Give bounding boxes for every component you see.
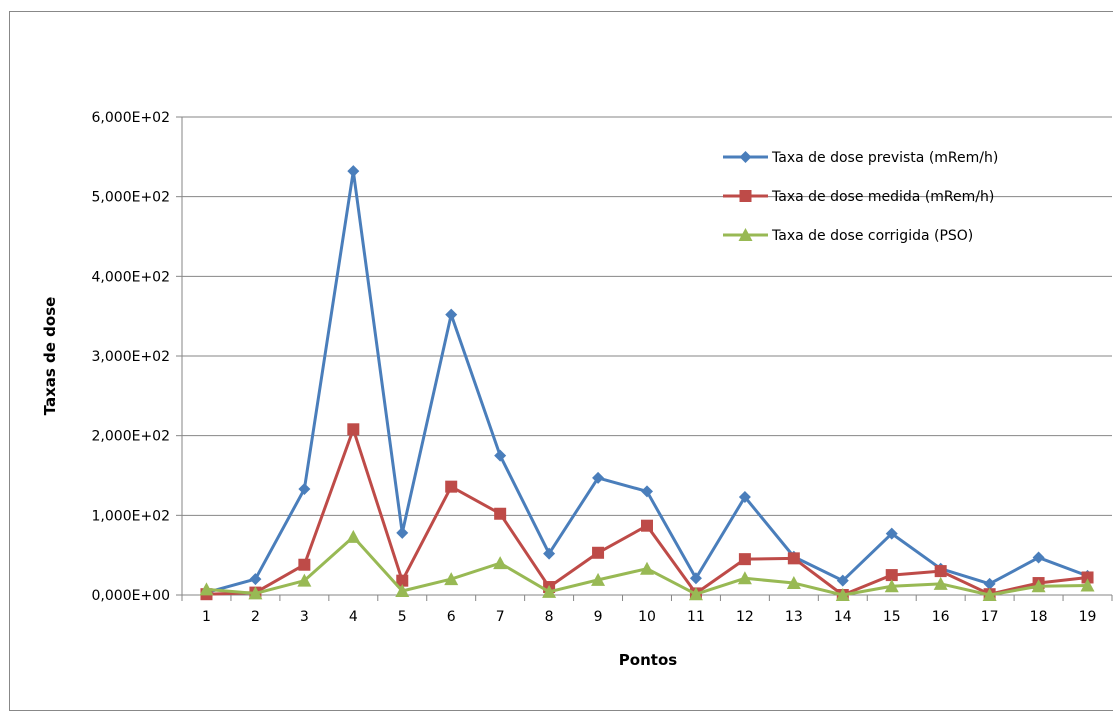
data-point <box>298 558 311 571</box>
data-point <box>542 584 557 598</box>
y-tick-label: 0,000E+00 <box>92 588 170 604</box>
data-point <box>1032 551 1045 564</box>
data-point <box>494 449 507 462</box>
legend: Taxa de dose prevista (mRem/h) Taxa de do… <box>723 150 998 244</box>
data-point <box>688 587 703 601</box>
data-point <box>591 572 606 586</box>
x-tick-label: 18 <box>1030 609 1048 625</box>
x-axis-title: Pontos <box>619 651 677 669</box>
x-tick-label: 15 <box>883 609 901 625</box>
legend-marker <box>738 228 753 241</box>
data-point <box>934 565 947 578</box>
data-point <box>297 573 312 587</box>
data-point <box>445 480 458 493</box>
data-point <box>494 507 507 520</box>
data-point <box>982 588 997 601</box>
data-point <box>347 423 360 436</box>
x-tick-label: 14 <box>834 609 852 625</box>
data-point <box>445 308 458 321</box>
data-point <box>640 561 654 575</box>
data-point <box>1031 579 1046 593</box>
data-point <box>641 485 653 498</box>
legend-label: Taxa de dose medida (mRem/h) <box>771 189 994 205</box>
x-tick-label: 13 <box>785 609 803 625</box>
chart-frame <box>9 11 1113 711</box>
y-tick-label: 1,000E+02 <box>92 508 170 524</box>
x-tick-label: 17 <box>981 609 999 625</box>
legend-marker <box>739 151 752 163</box>
data-point <box>592 471 605 484</box>
data-point <box>543 547 556 560</box>
data-point <box>737 571 752 585</box>
x-tick-label: 10 <box>638 609 656 625</box>
legend-label: Taxa de dose prevista (mRem/h) <box>771 150 998 166</box>
legend-marker <box>739 190 752 202</box>
x-tick-label: 12 <box>736 609 754 625</box>
data-point <box>396 574 409 587</box>
y-tick-label: 5,000E+02 <box>92 190 170 206</box>
legend-entry: Taxa de dose corrigida (PSO) <box>723 228 973 244</box>
legend-label: Taxa de dose corrigida (PSO) <box>771 228 973 244</box>
y-tick-label: 3,000E+02 <box>92 349 170 365</box>
data-point <box>836 574 849 587</box>
data-point <box>493 556 508 570</box>
data-point <box>983 577 996 590</box>
x-tick-label: 4 <box>349 609 358 625</box>
y-tick-label: 4,000E+02 <box>92 269 170 285</box>
data-point <box>738 553 751 566</box>
y-axis-title: Taxas de dose <box>41 297 59 416</box>
data-point <box>298 483 311 496</box>
data-point <box>786 576 801 590</box>
data-point <box>885 527 898 540</box>
data-point <box>1080 578 1095 592</box>
data-point <box>444 572 459 586</box>
x-tick-label: 16 <box>932 609 950 625</box>
data-point <box>395 584 410 598</box>
data-point <box>1081 571 1094 584</box>
data-point <box>933 576 948 590</box>
data-point <box>787 552 800 565</box>
data-point <box>884 579 899 593</box>
data-point <box>248 586 263 600</box>
series-group <box>199 165 1095 601</box>
x-tick-label: 7 <box>496 609 505 625</box>
data-point <box>835 588 850 601</box>
series-3 <box>199 529 1095 601</box>
x-tick-label: 2 <box>251 609 260 625</box>
x-tick-label: 11 <box>687 609 705 625</box>
y-tick-label: 2,000E+02 <box>92 429 170 445</box>
x-tick-label: 8 <box>545 609 554 625</box>
data-point <box>396 526 409 539</box>
x-tick-label: 3 <box>300 609 309 625</box>
data-point <box>738 491 751 504</box>
x-tick-label: 6 <box>447 609 456 625</box>
x-tick-label: 1 <box>202 609 211 625</box>
data-point <box>249 573 262 586</box>
data-point <box>641 519 653 532</box>
data-point <box>885 569 898 582</box>
data-point <box>199 582 214 596</box>
data-point <box>592 546 605 559</box>
x-tick-label: 5 <box>398 609 407 625</box>
x-tick-label: 19 <box>1079 609 1097 625</box>
legend-entry: Taxa de dose prevista (mRem/h) <box>723 150 998 166</box>
axes: 0,000E+00 1,000E+02 2,000E+02 3,000E+02 4,00… <box>92 110 1113 625</box>
grid-lines <box>182 116 1112 516</box>
legend-entry: Taxa de dose medida (mRem/h) <box>723 189 994 205</box>
data-point <box>689 572 702 585</box>
data-point <box>347 165 360 178</box>
data-point <box>346 529 361 543</box>
y-tick-label: 6,000E+02 <box>92 110 170 126</box>
x-tick-label: 9 <box>594 609 603 625</box>
